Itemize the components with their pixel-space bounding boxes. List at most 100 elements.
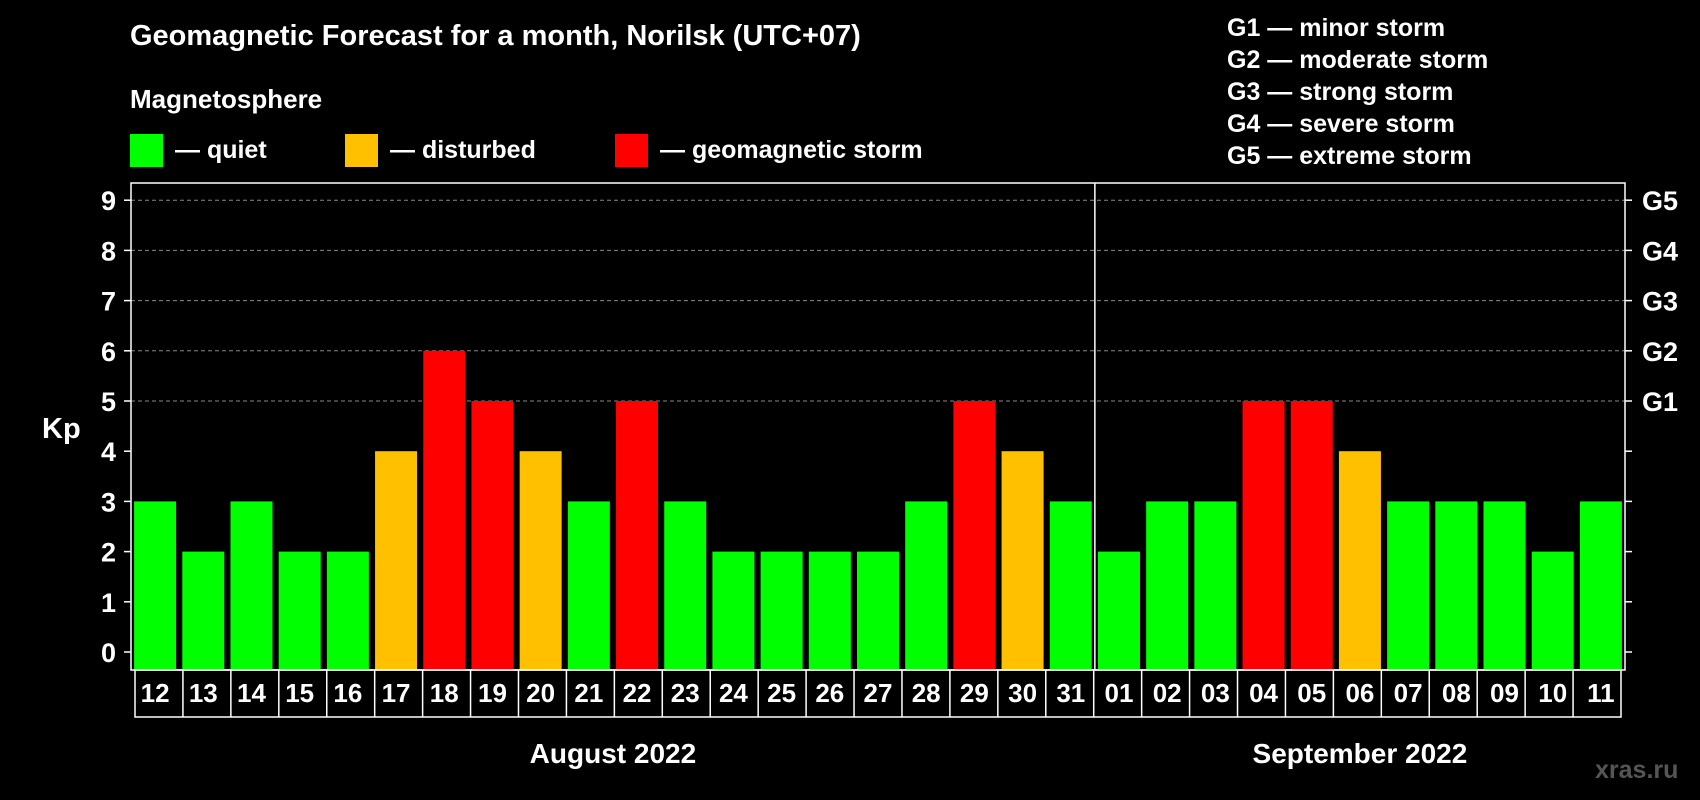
x-tick-label: 14 (237, 678, 266, 708)
y-tick-label: 4 (101, 437, 116, 467)
x-tick-label: 11 (1587, 678, 1615, 708)
bar (1001, 451, 1044, 670)
x-tick-label: 07 (1394, 678, 1423, 708)
g-scale-item: G1 — minor storm (1227, 14, 1446, 42)
x-tick-label: 26 (815, 678, 844, 708)
bar (1242, 401, 1285, 670)
y-tick-label: 1 (101, 588, 116, 618)
bar (664, 501, 707, 670)
bar (326, 551, 369, 670)
legend-label-quiet: — quiet (175, 136, 267, 164)
x-tick-label: 08 (1442, 678, 1471, 708)
bar (953, 401, 996, 670)
legend-swatch-storm (615, 134, 648, 167)
month-label: August 2022 (530, 738, 697, 769)
g-scale-item: G2 — moderate storm (1227, 46, 1489, 74)
chart-title: Geomagnetic Forecast for a month, Norils… (130, 20, 861, 52)
legend-item-disturbed: — disturbed (345, 134, 536, 167)
x-tick-label: 27 (864, 678, 893, 708)
x-tick-label: 19 (478, 678, 507, 708)
y-tick-label: 7 (101, 287, 116, 317)
g-level-label: G2 (1642, 337, 1678, 367)
bar (1338, 451, 1381, 670)
x-tick-label: 30 (1008, 678, 1037, 708)
x-tick-label: 31 (1056, 678, 1085, 708)
x-tick-label: 06 (1345, 678, 1374, 708)
bar (760, 551, 803, 670)
bar (471, 401, 514, 670)
bar (1146, 501, 1189, 670)
x-tick-label: 01 (1105, 678, 1134, 708)
y-tick-label: 2 (101, 538, 116, 568)
x-tick-label: 15 (285, 678, 314, 708)
x-tick-label: 13 (189, 678, 218, 708)
y-axis-label: Kp (42, 413, 81, 445)
g-level-label: G4 (1642, 236, 1678, 266)
x-tick-label: 05 (1297, 678, 1326, 708)
y-tick-label: 3 (101, 487, 116, 517)
legend-heading: Magnetosphere (130, 84, 323, 114)
bar (519, 451, 562, 670)
g-scale-item: G5 — extreme storm (1227, 142, 1472, 170)
g-scale-item: G4 — severe storm (1227, 110, 1455, 138)
bar (182, 551, 225, 670)
legend-item-storm: — geomagnetic storm (615, 134, 923, 167)
g-scale-item: G3 — strong storm (1227, 78, 1454, 106)
x-tick-label: 25 (767, 678, 796, 708)
g-level-label: G3 (1642, 287, 1678, 317)
y-tick-label: 0 (101, 638, 116, 668)
x-tick-label: 03 (1201, 678, 1230, 708)
bar (905, 501, 948, 670)
bar (1290, 401, 1333, 670)
g-scale-legend: G1 — minor storm G2 — moderate storm G3 … (1227, 12, 1488, 172)
x-tick-label: 28 (912, 678, 941, 708)
x-tick-label: 23 (671, 678, 700, 708)
x-tick-label: 20 (526, 678, 555, 708)
x-tick-label: 24 (719, 678, 748, 708)
watermark: xras.ru (1595, 756, 1679, 784)
bar (1194, 501, 1237, 670)
x-tick-label: 29 (960, 678, 989, 708)
g-level-label: G5 (1642, 186, 1678, 216)
y-tick-label: 5 (101, 387, 116, 417)
bar (616, 401, 659, 670)
bar (1579, 501, 1622, 670)
month-label: September 2022 (1253, 738, 1468, 769)
x-tick-label: 22 (623, 678, 652, 708)
x-tick-label: 18 (430, 678, 459, 708)
x-tick-label: 09 (1490, 678, 1519, 708)
bar (1387, 501, 1430, 670)
bar (808, 551, 851, 670)
y-tick-label: 8 (101, 236, 116, 266)
x-tick-label: 04 (1249, 678, 1278, 708)
bar (375, 451, 418, 670)
bar (567, 501, 610, 670)
y-tick-label: 9 (101, 186, 116, 216)
x-tick-label: 17 (382, 678, 411, 708)
legend-label-disturbed: — disturbed (390, 136, 536, 164)
bar (1049, 501, 1092, 670)
legend-item-quiet: — quiet (130, 134, 267, 167)
legend-swatch-quiet (130, 134, 163, 167)
bar (1483, 501, 1526, 670)
bar (1097, 551, 1140, 670)
y-tick-label: 6 (101, 337, 116, 367)
legend-swatch-disturbed (345, 134, 378, 167)
x-tick-label: 02 (1153, 678, 1182, 708)
bar (857, 551, 899, 670)
bar (134, 501, 177, 670)
g-level-label: G1 (1642, 387, 1678, 417)
legend-label-storm: — geomagnetic storm (660, 136, 923, 164)
bar (230, 501, 273, 670)
bar (1435, 501, 1478, 670)
x-tick-label: 16 (333, 678, 362, 708)
x-tick-label: 21 (574, 678, 603, 708)
bar (278, 551, 321, 670)
bar (712, 551, 755, 670)
category-axis-frame (134, 669, 1622, 718)
bar (1531, 551, 1574, 670)
x-tick-label: 10 (1538, 678, 1567, 708)
x-tick-label: 12 (141, 678, 170, 708)
bar (423, 350, 466, 670)
